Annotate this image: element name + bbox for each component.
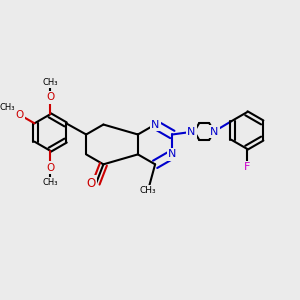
Text: O: O xyxy=(46,92,55,102)
Text: O: O xyxy=(86,177,95,190)
Text: N: N xyxy=(210,127,218,136)
Text: CH₃: CH₃ xyxy=(0,103,15,112)
Text: CH₃: CH₃ xyxy=(140,186,156,195)
Text: CH₃: CH₃ xyxy=(43,178,58,187)
Text: O: O xyxy=(46,163,55,173)
Text: N: N xyxy=(151,119,159,130)
Text: O: O xyxy=(16,110,24,120)
Text: N: N xyxy=(187,127,196,136)
Text: N: N xyxy=(168,149,176,159)
Text: CH₃: CH₃ xyxy=(43,78,58,87)
Text: F: F xyxy=(244,162,250,172)
